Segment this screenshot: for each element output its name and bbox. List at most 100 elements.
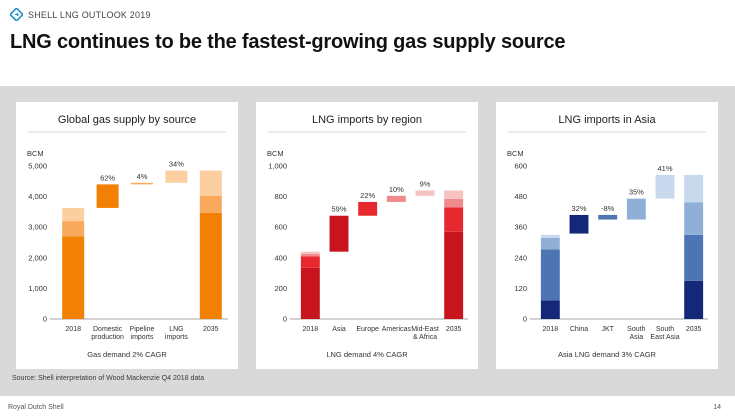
- source-note: Source: Shell interpretation of Wood Mac…: [12, 375, 205, 382]
- end-bar-segment-domestic-production: [199, 212, 222, 319]
- x-tick-label-2035: 2035: [686, 326, 702, 333]
- chart-footnote: Asia LNG demand 3% CAGR: [558, 350, 657, 359]
- data-label-lng-imports: 34%: [169, 160, 184, 169]
- chart-lng-imports-by-region: LNG imports by region BCM 0 200 400 600 800 1,0…: [267, 114, 468, 359]
- y-tick-label: 0: [43, 315, 47, 324]
- data-label-china: 32%: [571, 204, 586, 213]
- chart-footnote: LNG demand 4% CAGR: [326, 350, 408, 359]
- chart-lng-imports-in-asia: LNG imports in Asia BCM 0 120 240 360 480 600 32…: [507, 114, 708, 359]
- end-bar-segment-americas: [444, 198, 464, 208]
- y-tick-label: 3,000: [28, 223, 47, 232]
- data-label-south-east-asia: 41%: [657, 164, 672, 173]
- y-tick-label: 200: [274, 284, 287, 293]
- end-bar-segment-europe: [444, 207, 464, 232]
- x-tick-label-pipeline-imports: Pipeline: [130, 326, 155, 333]
- y-tick-label: 400: [274, 253, 287, 262]
- start-bar-segment-americas: [300, 253, 320, 257]
- y-tick-label: 0: [283, 315, 287, 324]
- data-label-pipeline-imports: 4%: [137, 172, 148, 181]
- y-tick-label: 120: [514, 284, 527, 293]
- increment-bar-south-east-asia: [655, 174, 675, 199]
- y-tick-label: 360: [514, 223, 527, 232]
- x-tick-label-domestic-production: Domestic: [93, 326, 123, 333]
- diamond-arrow-icon: [10, 8, 23, 21]
- x-tick-label-jkt: JKT: [601, 326, 614, 333]
- end-bar-segment-mid-east-africa: [444, 190, 464, 199]
- x-tick-label-pipeline-imports: imports: [131, 334, 154, 341]
- x-tick-label-south-east-asia: South: [656, 326, 674, 333]
- data-label-south-asia: 35%: [629, 188, 644, 197]
- chart-panel-lng-imports-region: LNG imports by region BCM 0 200 400 600 800 1,0…: [256, 102, 478, 369]
- x-tick-label-europe: Europe: [356, 326, 379, 333]
- start-bar-segment-south-east-asia: [540, 234, 560, 238]
- x-tick-label-mid-east-africa: Mid-East: [411, 326, 439, 333]
- increment-bar-americas: [386, 195, 406, 202]
- start-bar-segment-lng-imports: [62, 207, 85, 222]
- end-bar-segment-lng-imports: [199, 170, 222, 196]
- y-tick-label: 4,000: [28, 192, 47, 201]
- increment-bar-europe: [358, 201, 378, 216]
- chart-panel-global-gas-supply: Global gas supply by source BCM 0 1,000 2,00…: [16, 102, 238, 369]
- end-bar-segment-south-east-asia: [684, 174, 704, 203]
- y-axis-label: BCM: [507, 149, 524, 158]
- brand-label: SHELL LNG OUTLOOK 2019: [28, 9, 151, 20]
- increment-bar-pipeline-imports: [131, 182, 153, 185]
- x-tick-label-domestic-production: production: [91, 334, 124, 341]
- chart-title: Global gas supply by source: [58, 114, 196, 126]
- chart-footnote: Gas demand 2% CAGR: [87, 350, 167, 359]
- start-bar-segment-china: [540, 300, 560, 319]
- x-tick-label-2035: 2035: [203, 326, 219, 333]
- brand-header: SHELL LNG OUTLOOK 2019: [10, 8, 151, 21]
- x-tick-label-south-asia: South: [627, 326, 645, 333]
- data-label-domestic-production: 62%: [100, 173, 115, 182]
- y-tick-label: 2,000: [28, 253, 47, 262]
- end-bar-segment-china: [684, 280, 704, 319]
- increment-bar-domestic-production: [96, 184, 119, 208]
- end-bar-segment-south-asia: [684, 202, 704, 235]
- page-number: 14: [713, 404, 721, 411]
- x-tick-label-lng-imports: imports: [165, 334, 188, 341]
- start-bar-segment-asia: [300, 267, 320, 319]
- x-tick-label-2035: 2035: [446, 326, 462, 333]
- start-bar-segment-europe: [300, 256, 320, 268]
- x-tick-label-2018: 2018: [65, 326, 81, 333]
- x-tick-label-americas: Americas: [382, 326, 412, 333]
- increment-bar-south-asia: [626, 198, 646, 220]
- y-axis-label: BCM: [267, 149, 284, 158]
- y-tick-label: 1,000: [268, 162, 287, 171]
- start-bar-segment-jkt: [540, 249, 560, 301]
- x-tick-label-mid-east-africa: & Africa: [413, 334, 437, 341]
- end-bar-segment-asia: [444, 231, 464, 319]
- end-bar-segment-jkt: [684, 234, 704, 281]
- end-bar-segment-pipeline-imports: [199, 195, 222, 213]
- y-tick-label: 800: [274, 192, 287, 201]
- x-tick-label-asia: Asia: [332, 326, 346, 333]
- y-tick-label: 600: [514, 162, 527, 171]
- x-tick-label-lng-imports: LNG: [169, 326, 183, 333]
- y-tick-label: 480: [514, 192, 527, 201]
- x-tick-label-south-asia: Asia: [630, 334, 644, 341]
- data-label-mid-east-africa: 9%: [420, 179, 431, 188]
- y-tick-label: 240: [514, 253, 527, 262]
- x-tick-label-2018: 2018: [543, 326, 559, 333]
- increment-bar-jkt: [598, 214, 618, 220]
- y-tick-label: 1,000: [28, 284, 47, 293]
- data-label-asia: 59%: [331, 205, 346, 214]
- increment-bar-mid-east-africa: [415, 190, 435, 196]
- x-tick-label-2018: 2018: [303, 326, 319, 333]
- increment-bar-china: [569, 214, 589, 234]
- chart-global-gas-supply: Global gas supply by source BCM 0 1,000 2,00…: [27, 114, 228, 359]
- start-bar-segment-domestic-production: [62, 236, 85, 319]
- start-bar-segment-south-asia: [540, 237, 560, 250]
- data-label-jkt: -8%: [601, 204, 615, 213]
- y-tick-label: 5,000: [28, 162, 47, 171]
- chart-panel-lng-imports-asia: LNG imports in Asia BCM 0 120 240 360 480 600 32…: [496, 102, 718, 369]
- increment-bar-lng-imports: [165, 170, 188, 183]
- y-axis-label: BCM: [27, 149, 44, 158]
- data-label-americas: 10%: [389, 185, 404, 194]
- increment-bar-asia: [329, 215, 349, 252]
- start-bar-segment-mid-east-africa: [300, 251, 320, 254]
- x-tick-label-south-east-asia: East Asia: [650, 334, 679, 341]
- footer-company: Royal Dutch Shell: [8, 404, 64, 411]
- start-bar-segment-pipeline-imports: [62, 221, 85, 237]
